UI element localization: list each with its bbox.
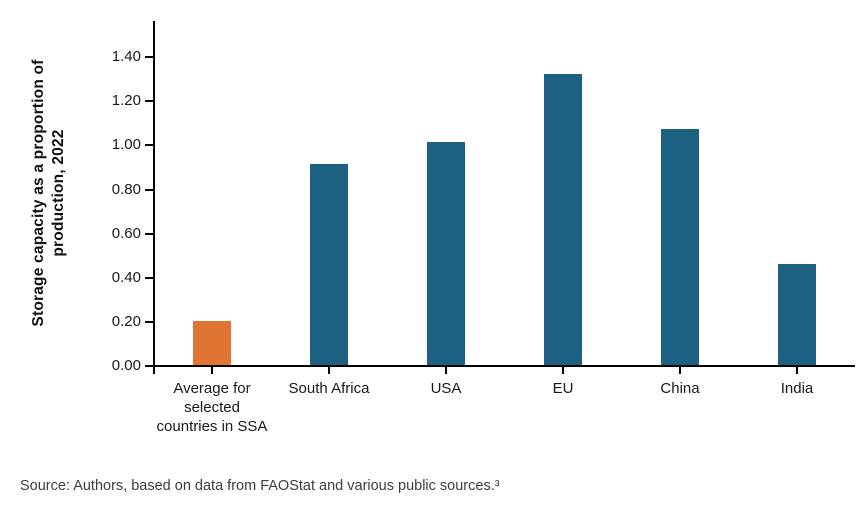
bar-china [661,129,699,365]
y-tick-mark [145,56,153,58]
y-tick-label: 0.20 [111,313,141,330]
x-axis-label: South Africa [288,380,370,397]
x-axis-label: India [780,380,814,397]
y-tick-label: 0.60 [111,225,141,242]
x-axis-label: Average for selected countries in SSA [156,380,268,435]
x-axis-label: China [660,380,700,397]
y-tick-label: 1.40 [111,48,141,65]
x-axis-line [153,365,855,367]
x-tick-mark [796,367,798,374]
x-tick-mark [211,367,213,374]
y-tick-mark [145,277,153,279]
x-tick-mark [679,367,681,374]
y-tick-mark [145,321,153,323]
y-tick-label: 1.00 [111,136,141,153]
bar-eu [544,74,582,365]
source-note: Source: Authors, based on data from FAOS… [20,478,500,494]
y-tick-label: 0.40 [111,269,141,286]
y-tick-label: 0.00 [111,357,141,374]
bar-average-for-selected-countries-in-ssa [193,321,231,365]
x-axis-label: USA [430,380,462,397]
x-tick-mark [328,367,330,374]
bar-india [778,264,816,365]
y-tick-label: 0.80 [111,181,141,198]
y-tick-mark [145,189,153,191]
y-tick-mark [145,365,153,367]
x-tick-mark [445,367,447,374]
y-tick-mark [145,144,153,146]
x-tick-mark [562,367,564,374]
x-axis-label: EU [552,380,574,397]
y-axis-line [153,21,155,374]
y-tick-mark [145,100,153,102]
bar-usa [427,142,465,365]
y-tick-mark [145,233,153,235]
y-tick-label: 1.20 [111,92,141,109]
y-axis-title: Storage capacity as a proportion of prod… [30,59,67,327]
bar-south-africa [310,164,348,365]
